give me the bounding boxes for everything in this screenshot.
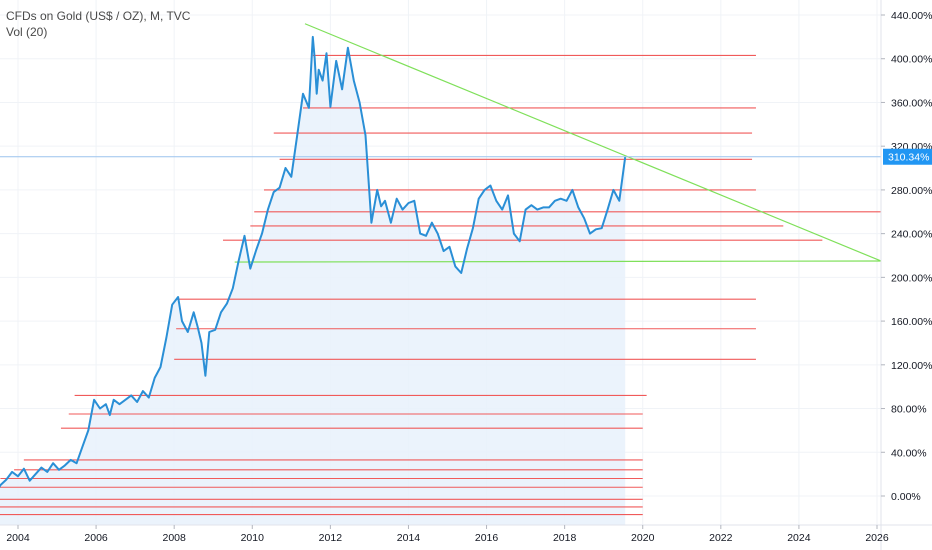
y-tick-label: 160.00%: [891, 316, 932, 328]
x-tick-label: 2006: [84, 532, 108, 544]
y-tick-label: 120.00%: [891, 360, 932, 372]
x-tick-label: 2026: [865, 532, 889, 544]
price-line[interactable]: [0, 35, 627, 496]
x-tick-label: 2012: [319, 532, 343, 544]
chart-legend: CFDs on Gold (US$ / OZ), M, TVC Vol (20): [6, 8, 190, 40]
y-tick-label: 0.00%: [891, 491, 921, 503]
y-tick-label: 200.00%: [891, 272, 932, 284]
x-tick-label: 2024: [787, 532, 811, 544]
support-resistance-levels: [0, 54, 881, 516]
price-area-fill: [0, 36, 626, 525]
y-tick-label: 80.00%: [891, 404, 927, 416]
y-tick-label: 40.00%: [891, 447, 927, 459]
x-tick-label: 2018: [553, 532, 577, 544]
x-tick-label: 2022: [709, 532, 733, 544]
y-tick-label: 360.00%: [891, 97, 932, 109]
trend-lines: [234, 23, 882, 263]
x-tick-label: 2004: [6, 532, 30, 544]
volume-indicator-label[interactable]: Vol (20): [6, 25, 48, 39]
symbol-title[interactable]: CFDs on Gold (US$ / OZ), M, TVC: [6, 9, 191, 23]
y-tick-label: 240.00%: [891, 229, 932, 241]
y-tick-label: 400.00%: [891, 54, 932, 66]
y-tick-label: 280.00%: [891, 185, 932, 197]
last-price-label: 310.34%: [888, 152, 929, 164]
x-tick-label: 2020: [631, 532, 655, 544]
last-price-badge: 310.34%: [883, 148, 932, 165]
price-axis[interactable]: 0.00% 40.00% 80.00% 120.00% 160.00% 200.00% 24…: [881, 10, 932, 503]
last-price-badge-bg: [883, 148, 932, 165]
x-tick-label: 2016: [475, 532, 499, 544]
time-axis[interactable]: 2004 2006 2008 2010 2012 2014 2016 2018 2020 2022…: [6, 525, 889, 544]
trend-line[interactable]: [234, 260, 881, 263]
x-tick-label: 2010: [241, 532, 265, 544]
x-tick-label: 2014: [397, 532, 421, 544]
trend-line[interactable]: [304, 23, 882, 262]
x-tick-label: 2008: [163, 532, 187, 544]
y-tick-label: 440.00%: [891, 10, 932, 22]
